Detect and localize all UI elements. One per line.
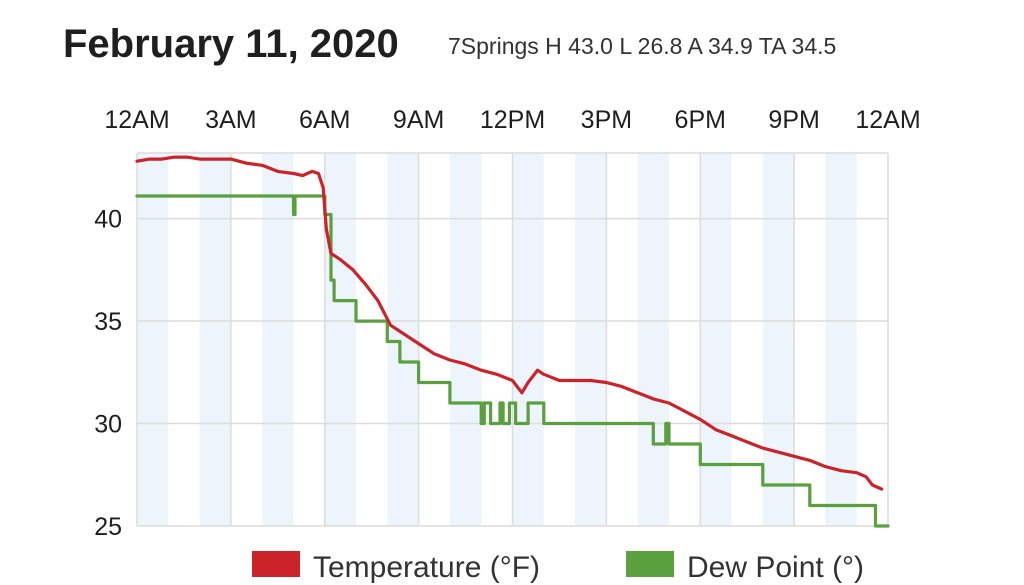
hour-band [762, 153, 795, 526]
hour-band [449, 153, 482, 526]
hour-bands [137, 153, 857, 526]
x-tick-label: 12AM [104, 106, 169, 134]
legend[interactable]: Temperature (°F) Dew Point (°) [252, 551, 864, 584]
hour-band [137, 153, 169, 526]
series-lines [135, 155, 890, 528]
y-tick-label: 30 [94, 411, 122, 439]
grid-lines [136, 152, 889, 527]
legend-label-dew-point[interactable]: Dew Point (°) [687, 551, 864, 584]
hour-band [825, 153, 857, 526]
hour-band [575, 153, 607, 526]
chart-title: February 11, 2020 [63, 22, 399, 66]
x-tick-label: 6AM [299, 106, 350, 134]
y-tick-label: 35 [94, 308, 122, 336]
x-tick-label: 12AM [855, 106, 920, 134]
hour-band [262, 153, 294, 526]
x-tick-label: 3PM [581, 106, 632, 134]
legend-swatch-temperature [252, 551, 300, 577]
x-tick-label: 9AM [393, 106, 444, 134]
hour-band [637, 153, 669, 526]
x-tick-label: 6PM [675, 106, 726, 134]
hour-band [324, 153, 357, 526]
hour-band [700, 153, 732, 526]
x-tick-label: 3AM [205, 106, 256, 134]
legend-label-temperature[interactable]: Temperature (°F) [313, 551, 540, 584]
temperature-line [135, 155, 884, 491]
y-tick-label: 40 [94, 206, 122, 234]
y-axis-ticks: 40 35 30 25 [94, 206, 122, 541]
chart-subtitle: 7Springs H 43.0 L 26.8 A 34.9 TA 34.5 [448, 33, 837, 59]
x-tick-label: 12PM [480, 106, 545, 134]
y-tick-label: 25 [94, 513, 122, 541]
x-axis-ticks: 12AM 3AM 6AM 9AM 12PM 3PM 6PM 9PM 12AM [104, 106, 920, 134]
dew-point-line [135, 194, 890, 528]
x-tick-label: 9PM [768, 106, 819, 134]
hour-band [199, 153, 231, 526]
hour-band [512, 153, 544, 526]
legend-swatch-dew-point [626, 551, 674, 577]
